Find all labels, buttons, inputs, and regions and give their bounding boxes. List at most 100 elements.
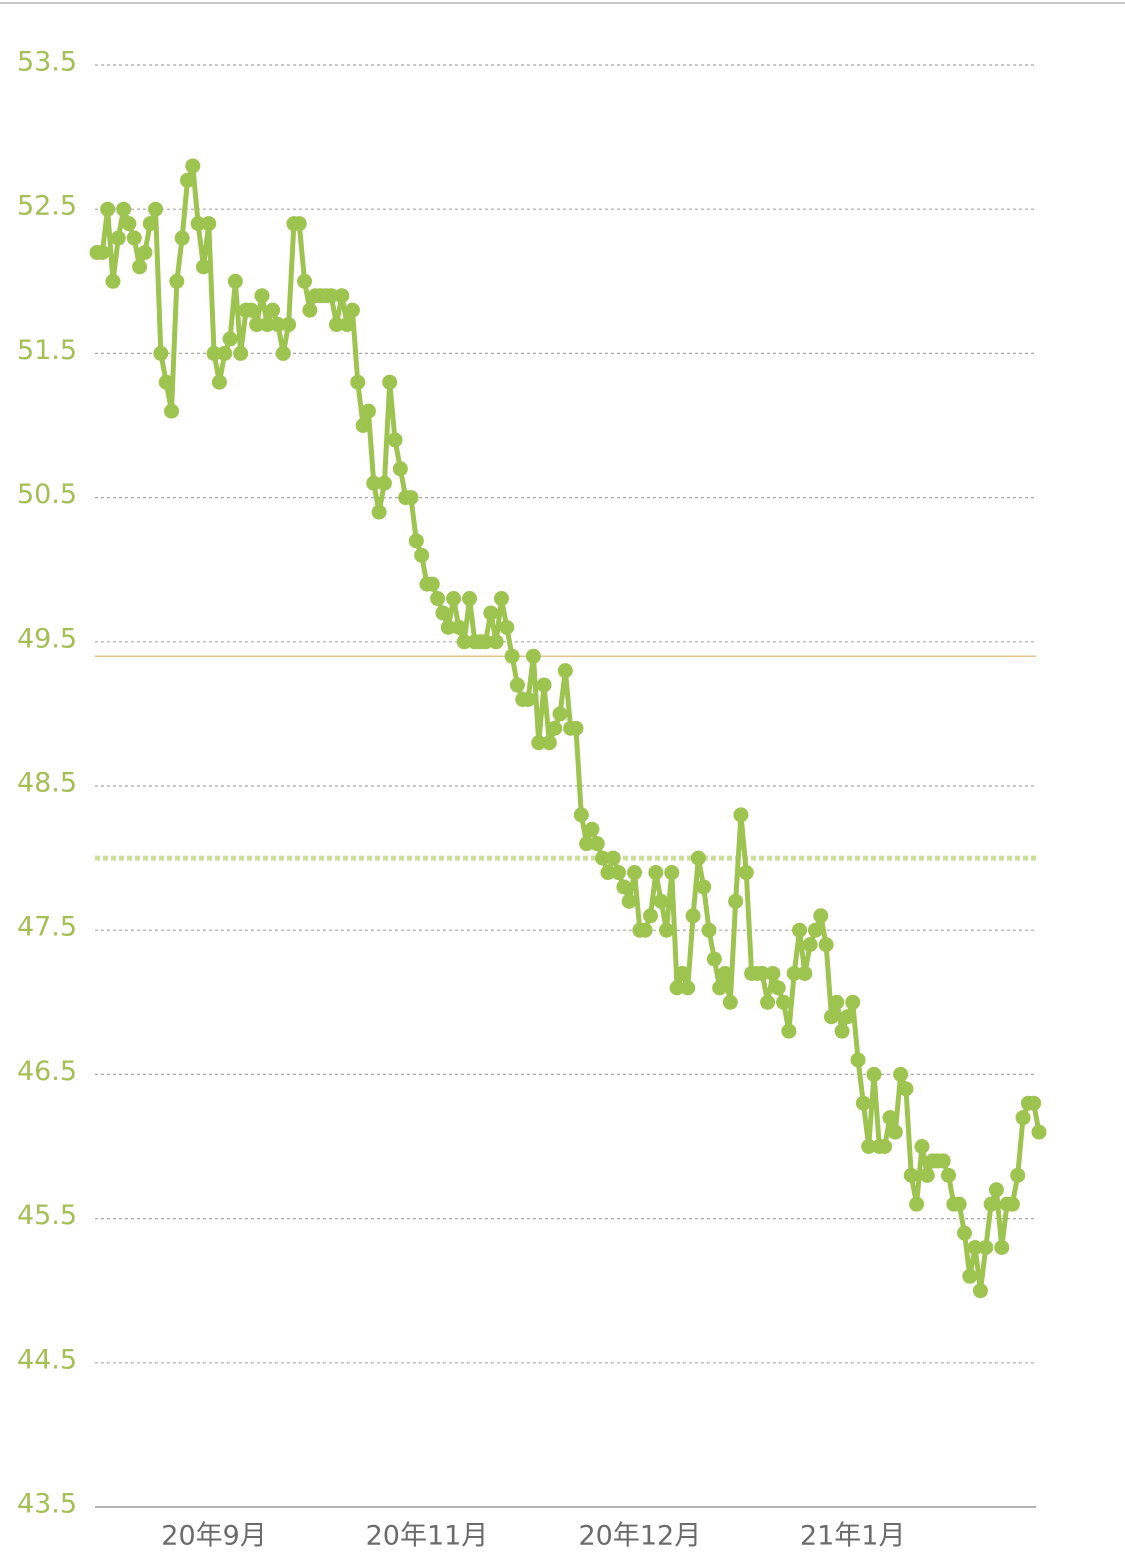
- data-point: [153, 345, 169, 361]
- data-point: [807, 922, 823, 938]
- y-tick-label: 43.5: [17, 1489, 77, 1520]
- data-point: [392, 461, 408, 477]
- data-point: [435, 605, 451, 621]
- data-point: [185, 158, 201, 174]
- data-point: [249, 317, 265, 333]
- data-point: [941, 1167, 957, 1183]
- x-tick-label: 20年11月: [366, 1521, 489, 1552]
- data-point: [616, 879, 632, 895]
- data-point: [658, 922, 674, 938]
- x-tick-label: 20年9月: [161, 1521, 267, 1552]
- data-point: [371, 504, 387, 520]
- data-point: [222, 331, 238, 347]
- data-point: [493, 591, 509, 607]
- data-point: [142, 216, 158, 232]
- data-point: [291, 216, 307, 232]
- data-point: [504, 648, 520, 664]
- data-point: [690, 850, 706, 866]
- data-point: [179, 172, 195, 188]
- data-point: [531, 735, 547, 751]
- data-point: [834, 1023, 850, 1039]
- data-point: [281, 317, 297, 333]
- data-point: [664, 865, 680, 881]
- data-point: [648, 865, 664, 881]
- y-tick-label: 45.5: [17, 1200, 77, 1231]
- y-tick-label: 47.5: [17, 912, 77, 943]
- data-point: [254, 288, 270, 304]
- data-point: [781, 1023, 797, 1039]
- data-point: [265, 302, 281, 318]
- data-point: [696, 879, 712, 895]
- data-point: [541, 735, 557, 751]
- data-point: [195, 259, 211, 275]
- y-tick-label: 53.5: [17, 47, 77, 78]
- data-point: [951, 1196, 967, 1212]
- data-point: [627, 865, 643, 881]
- data-point: [100, 201, 116, 217]
- data-point: [105, 273, 121, 289]
- y-tick-label: 48.5: [17, 768, 77, 799]
- data-point: [712, 980, 728, 996]
- data-point: [754, 965, 770, 981]
- data-point: [424, 576, 440, 592]
- data-point: [499, 619, 515, 635]
- data-point: [967, 1239, 983, 1255]
- data-point: [733, 807, 749, 823]
- data-point: [94, 244, 110, 260]
- data-point: [685, 908, 701, 924]
- data-point: [797, 965, 813, 981]
- data-point: [914, 1139, 930, 1154]
- data-point: [297, 273, 313, 289]
- data-point: [845, 994, 861, 1010]
- data-point: [642, 908, 658, 924]
- data-point: [414, 547, 430, 563]
- data-point: [344, 302, 360, 318]
- data-point: [557, 663, 573, 679]
- data-point: [680, 980, 696, 996]
- data-point: [1010, 1167, 1026, 1183]
- data-point: [637, 922, 653, 938]
- data-point: [813, 908, 829, 924]
- data-point: [456, 634, 472, 650]
- data-point: [728, 893, 744, 909]
- data-point: [909, 1196, 925, 1212]
- data-point: [776, 994, 792, 1010]
- data-point: [669, 980, 685, 996]
- data-point: [839, 1009, 855, 1025]
- data-point: [706, 951, 722, 967]
- data-point: [387, 432, 403, 448]
- data-point: [446, 591, 462, 607]
- data-point: [962, 1268, 978, 1284]
- data-point: [211, 374, 227, 390]
- data-point: [408, 533, 424, 549]
- data-point: [233, 345, 249, 361]
- data-point: [1031, 1124, 1047, 1140]
- data-point: [430, 591, 446, 607]
- x-tick-label: 21年1月: [800, 1521, 906, 1552]
- data-point: [956, 1225, 972, 1241]
- data-point: [275, 345, 291, 361]
- data-point: [850, 1052, 866, 1068]
- data-point: [206, 345, 222, 361]
- data-point: [137, 244, 153, 260]
- data-point: [861, 1139, 877, 1154]
- data-point: [478, 634, 494, 650]
- data-point: [935, 1153, 951, 1169]
- data-point: [270, 317, 286, 333]
- data-point: [595, 850, 611, 866]
- data-point: [1015, 1110, 1031, 1126]
- data-point: [722, 994, 738, 1010]
- data-point: [589, 836, 605, 852]
- data-point: [350, 374, 366, 390]
- data-point: [893, 1066, 909, 1082]
- data-point: [792, 922, 808, 938]
- data-point: [877, 1139, 893, 1154]
- data-point: [164, 403, 180, 419]
- data-point: [573, 807, 589, 823]
- data-point: [366, 475, 382, 491]
- data-point: [382, 374, 398, 390]
- data-point: [174, 230, 190, 246]
- data-point: [898, 1081, 914, 1097]
- data-point: [536, 677, 552, 693]
